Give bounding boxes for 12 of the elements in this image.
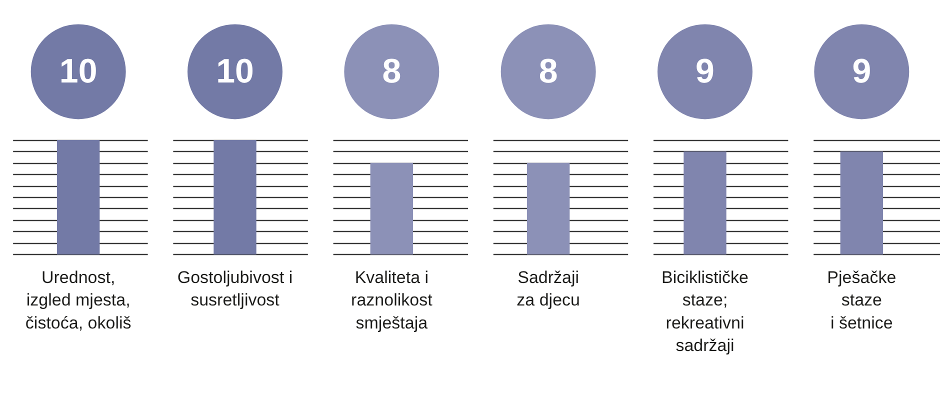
x-tick-label: Urednost, izgled mjesta, čistoća, okoliš — [25, 268, 132, 332]
data-label: 8 — [382, 52, 402, 91]
x-tick-label: Gostoljubivost i susretljivost — [177, 268, 293, 310]
data-label: 8 — [538, 52, 558, 91]
x-tick-label: Kvaliteta i raznolikost smještaja — [351, 268, 433, 332]
data-label: 10 — [216, 52, 254, 91]
data-label: 10 — [59, 52, 98, 91]
x-tick-label: Sadržaji za djecu — [516, 268, 580, 310]
x-tick-label: Pješačke staze i šetnice — [827, 268, 896, 332]
x-tick-label: Biciklističke staze; rekreativni sadržaji — [662, 268, 748, 355]
data-label: 9 — [852, 52, 872, 91]
data-label: 9 — [696, 52, 714, 91]
